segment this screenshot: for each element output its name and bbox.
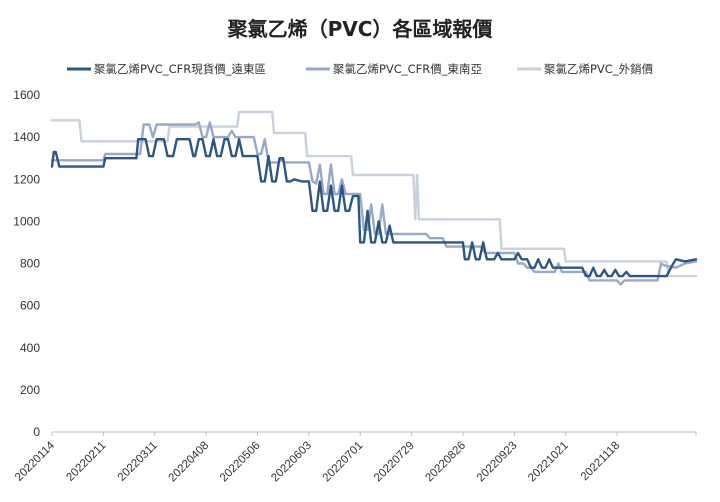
x-tick-label: 20220211 — [64, 440, 108, 484]
x-tick-label: 20220114 — [13, 439, 57, 483]
y-tick-label: 800 — [20, 257, 40, 271]
legend: 聚氯乙烯PVC_CFR現貨價_遠東區 聚氯乙烯PVC_CFR價_東南亞 聚氯乙烯PV… — [67, 62, 654, 76]
x-tick-label: 20220701 — [321, 440, 366, 485]
x-axis: 20220114 20220211 20220311 20220408 20220506… — [13, 431, 697, 485]
plot-series — [50, 110, 698, 286]
y-tick-label: 1600 — [13, 88, 40, 102]
x-tick-label: 20220506 — [218, 440, 263, 485]
series-line-2 — [50, 121, 698, 286]
x-tick-label: 20221021 — [526, 440, 571, 485]
legend-label-2: 聚氯乙烯PVC_CFR價_東南亞 — [333, 62, 482, 76]
y-tick-label: 400 — [20, 341, 40, 355]
series-line-3 — [50, 110, 698, 278]
y-axis: 0 200 400 600 800 1000 1200 1400 1600 — [13, 88, 40, 439]
legend-label-1: 聚氯乙烯PVC_CFR現貨價_遠東區 — [94, 62, 266, 76]
series-line-1 — [50, 138, 698, 278]
y-tick-label: 200 — [20, 383, 40, 397]
chart-title: 聚氯乙烯（PVC）各區域報價 — [227, 17, 494, 41]
x-tick-label: 20220311 — [116, 440, 160, 484]
y-tick-label: 600 — [20, 299, 40, 313]
y-tick-label: 1000 — [13, 214, 40, 228]
x-tick-label: 20220408 — [167, 440, 212, 485]
y-tick-label: 1200 — [13, 172, 40, 186]
y-tick-label: 0 — [33, 425, 40, 439]
x-tick-label: 20221118 — [579, 440, 622, 483]
x-tick-label: 20220826 — [423, 440, 468, 485]
x-tick-label: 20220923 — [475, 440, 520, 485]
x-tick-label: 20220729 — [372, 440, 417, 485]
legend-label-3: 聚氯乙烯PVC_外銷價 — [544, 62, 654, 76]
x-tick-label: 20220603 — [269, 440, 314, 485]
y-tick-label: 1400 — [13, 130, 40, 144]
